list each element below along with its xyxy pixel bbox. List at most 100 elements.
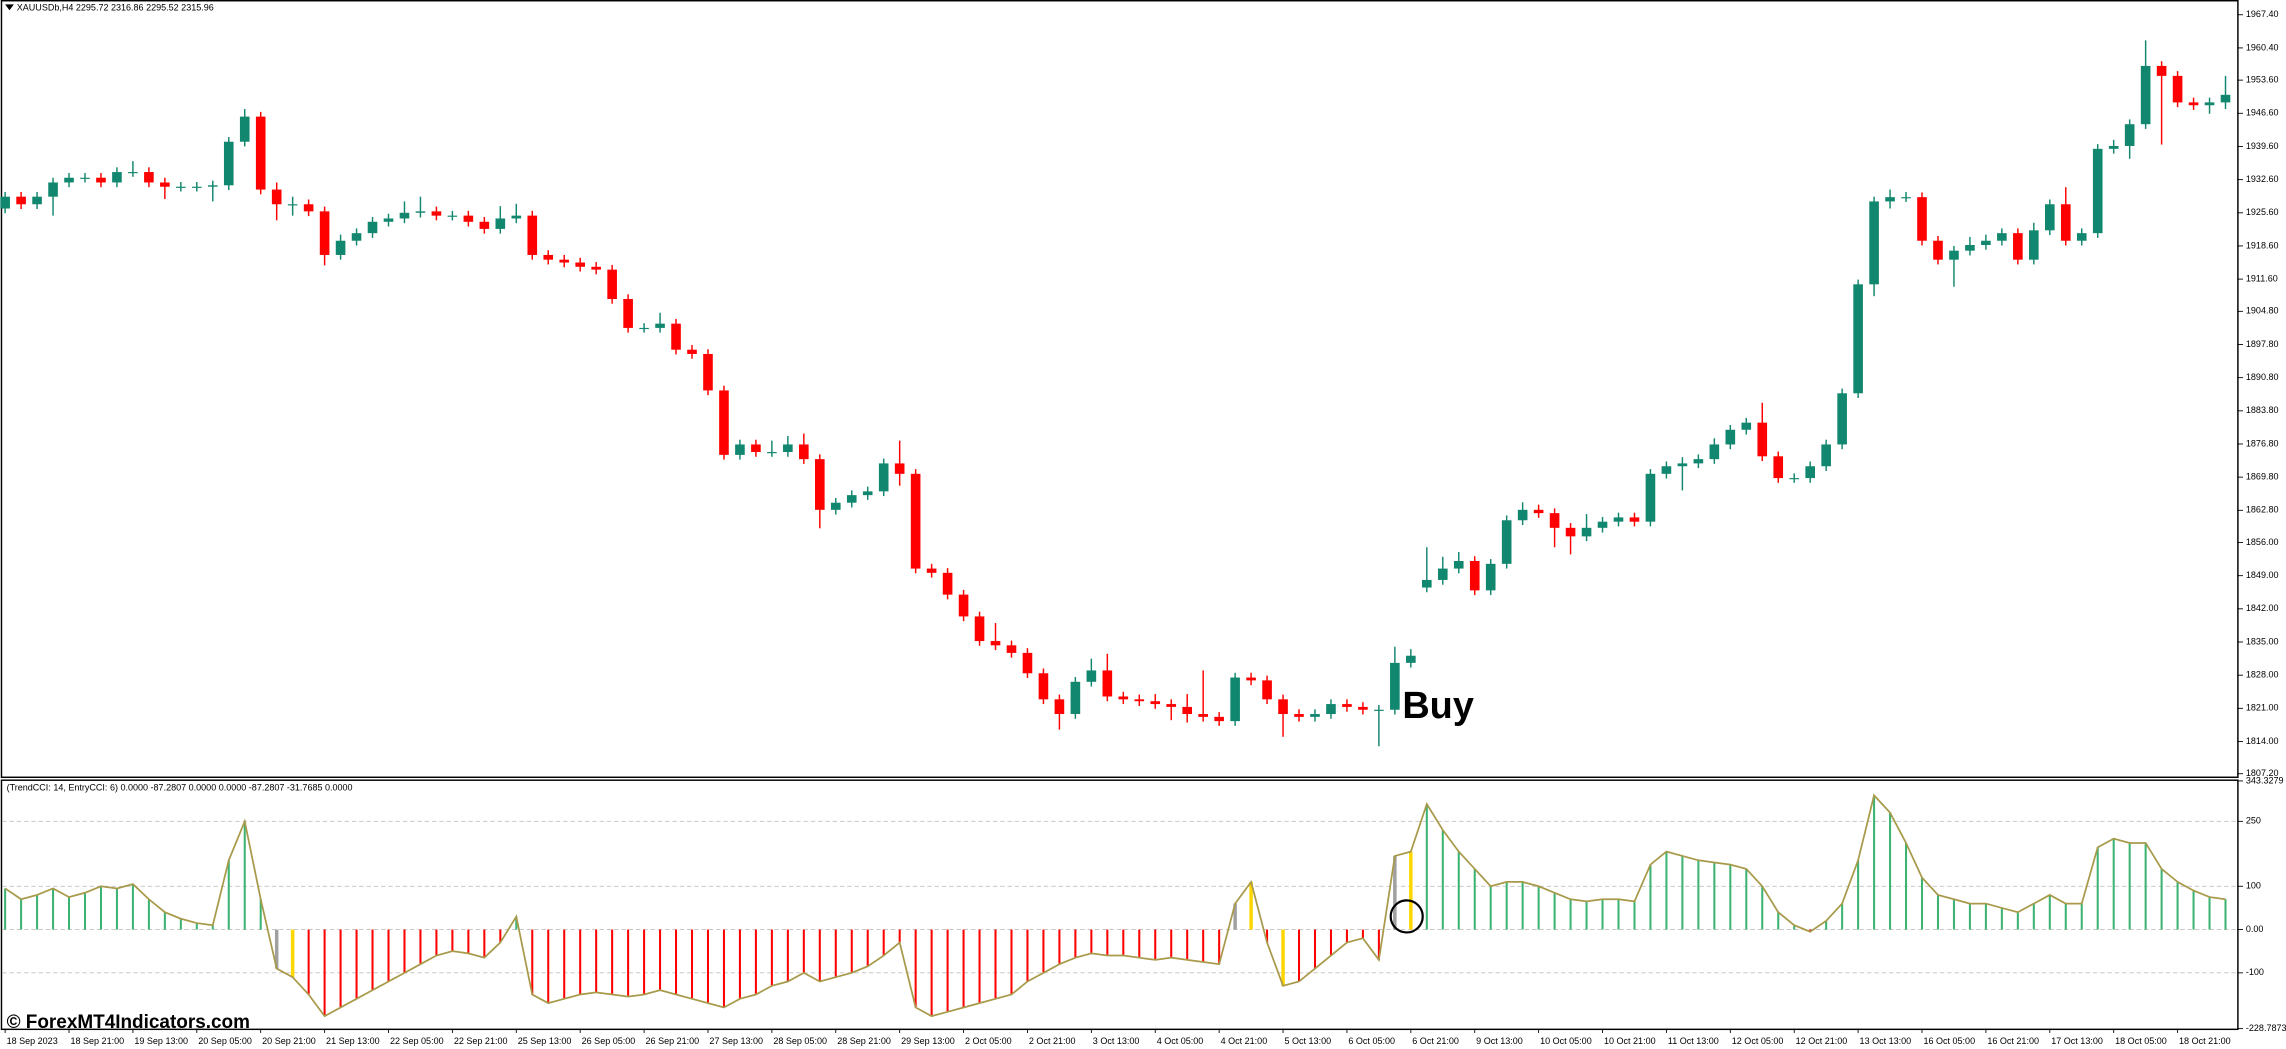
cci-bar: [1361, 929, 1364, 939]
cci-bar: [2016, 912, 2019, 930]
candle-body: [1533, 509, 1544, 514]
candle-body: [1949, 250, 1959, 260]
candle-body: [319, 211, 330, 255]
candle-body: [942, 572, 953, 595]
candle-body: [926, 568, 937, 573]
x-tick-label: 10 Oct 21:00: [1604, 1036, 1656, 1046]
cci-bar: [1186, 929, 1189, 960]
cci-bar: [435, 929, 438, 956]
cci-bar: [36, 894, 39, 930]
cci-bar: [595, 929, 598, 993]
cci-bar: [1090, 929, 1093, 954]
candle-body: [1901, 197, 1911, 199]
cci-bar: [1010, 929, 1013, 995]
y-tick-label: 1856.00: [2246, 537, 2279, 547]
cci-bar: [706, 929, 710, 1004]
cci-bar: [1601, 899, 1604, 930]
cci-bar: [1233, 903, 1237, 930]
cci-bar: [1313, 929, 1317, 969]
cci-bar: [163, 912, 166, 930]
y-tick-label: 1883.80: [2246, 405, 2279, 415]
candle-body: [1038, 673, 1049, 700]
cci-bar: [1777, 912, 1780, 930]
cci-bar: [770, 929, 773, 986]
candle-body: [990, 641, 1001, 646]
candle-body: [1278, 699, 1288, 715]
candle-body: [303, 204, 314, 212]
candle-body: [846, 495, 857, 503]
cci-bar: [1745, 868, 1748, 930]
candle-body: [1485, 563, 1496, 591]
candle-body: [1917, 197, 1927, 241]
x-tick-label: 9 Oct 13:00: [1476, 1036, 1523, 1046]
cci-bar: [1617, 899, 1620, 930]
price-panel: [0, 0, 2239, 779]
x-tick-label: 20 Sep 21:00: [262, 1036, 316, 1046]
candle-body: [1310, 714, 1320, 717]
x-tick-label: 21 Sep 13:00: [326, 1036, 380, 1046]
watermark: © ForexMT4Indicators.com: [7, 1012, 250, 1033]
candle-body: [1773, 456, 1784, 479]
x-tick-label: 5 Oct 13:00: [1285, 1036, 1332, 1046]
candle-body: [591, 266, 601, 270]
x-tick-label: 18 Oct 21:00: [2179, 1036, 2231, 1046]
cci-bar: [914, 929, 917, 1008]
candle-body: [1262, 680, 1272, 700]
cci-bar: [2048, 894, 2051, 930]
cci-bar: [2224, 899, 2227, 930]
candle-body: [974, 616, 985, 642]
cci-bar: [1665, 851, 1668, 930]
cci-bar: [115, 888, 118, 930]
candle-body: [2204, 102, 2215, 106]
cci-bar: [1857, 860, 1860, 930]
candle-body: [1469, 560, 1480, 591]
candle-body: [399, 212, 410, 219]
cci-bar: [2080, 903, 2083, 930]
cci-bar: [2192, 890, 2195, 930]
x-tick-label: 17 Oct 13:00: [2051, 1036, 2103, 1046]
candle-body: [814, 459, 825, 510]
cci-bar: [1106, 929, 1109, 956]
candle-body: [1757, 422, 1768, 457]
candle-body: [2140, 65, 2151, 125]
cci-bar: [290, 929, 295, 978]
y-tick-label: 1911.60: [2246, 274, 2278, 284]
price-header: XAUUSDb,H4 2295.72 2316.86 2295.52 2315.…: [17, 2, 214, 12]
candle-body: [255, 116, 266, 190]
x-tick-label: 18 Oct 05:00: [2115, 1036, 2167, 1046]
candle-body: [2188, 102, 2199, 106]
candle-body: [862, 491, 873, 496]
cci-bar: [2144, 842, 2147, 930]
cci-bar: [1697, 860, 1700, 930]
candle-body: [2076, 233, 2087, 241]
cci-bar: [1920, 877, 1924, 930]
candle-body: [1054, 699, 1065, 715]
cci-bar: [1968, 903, 1971, 930]
cci-bar: [1889, 812, 1892, 930]
cci-bar: [1074, 929, 1077, 958]
cci-bar: [1154, 929, 1157, 960]
trend-cci-line: [4, 793, 2226, 1018]
cci-bar: [1457, 851, 1460, 930]
x-tick-label: 2 Oct 05:00: [965, 1036, 1012, 1046]
candle-body: [1629, 517, 1640, 522]
cci-bar: [2112, 838, 2115, 930]
candle-body: [543, 254, 554, 260]
candle-body: [2156, 65, 2167, 76]
cci-bar: [1905, 842, 1908, 930]
candle-body: [1549, 513, 1560, 528]
cci-bar: [1761, 886, 1764, 930]
candle-body: [527, 215, 538, 255]
candle-body: [1997, 233, 2007, 241]
candle-body: [1501, 520, 1512, 564]
y-tick-label: 1904.80: [2246, 306, 2279, 316]
cci-bar: [898, 929, 901, 943]
candle-body: [575, 262, 585, 267]
cci-bar: [962, 929, 965, 1008]
cci-bar: [1170, 929, 1173, 958]
cci-bar: [1984, 903, 1987, 930]
candle-body: [1437, 568, 1448, 580]
candle-body: [160, 182, 170, 187]
cci-bar: [1329, 929, 1332, 956]
